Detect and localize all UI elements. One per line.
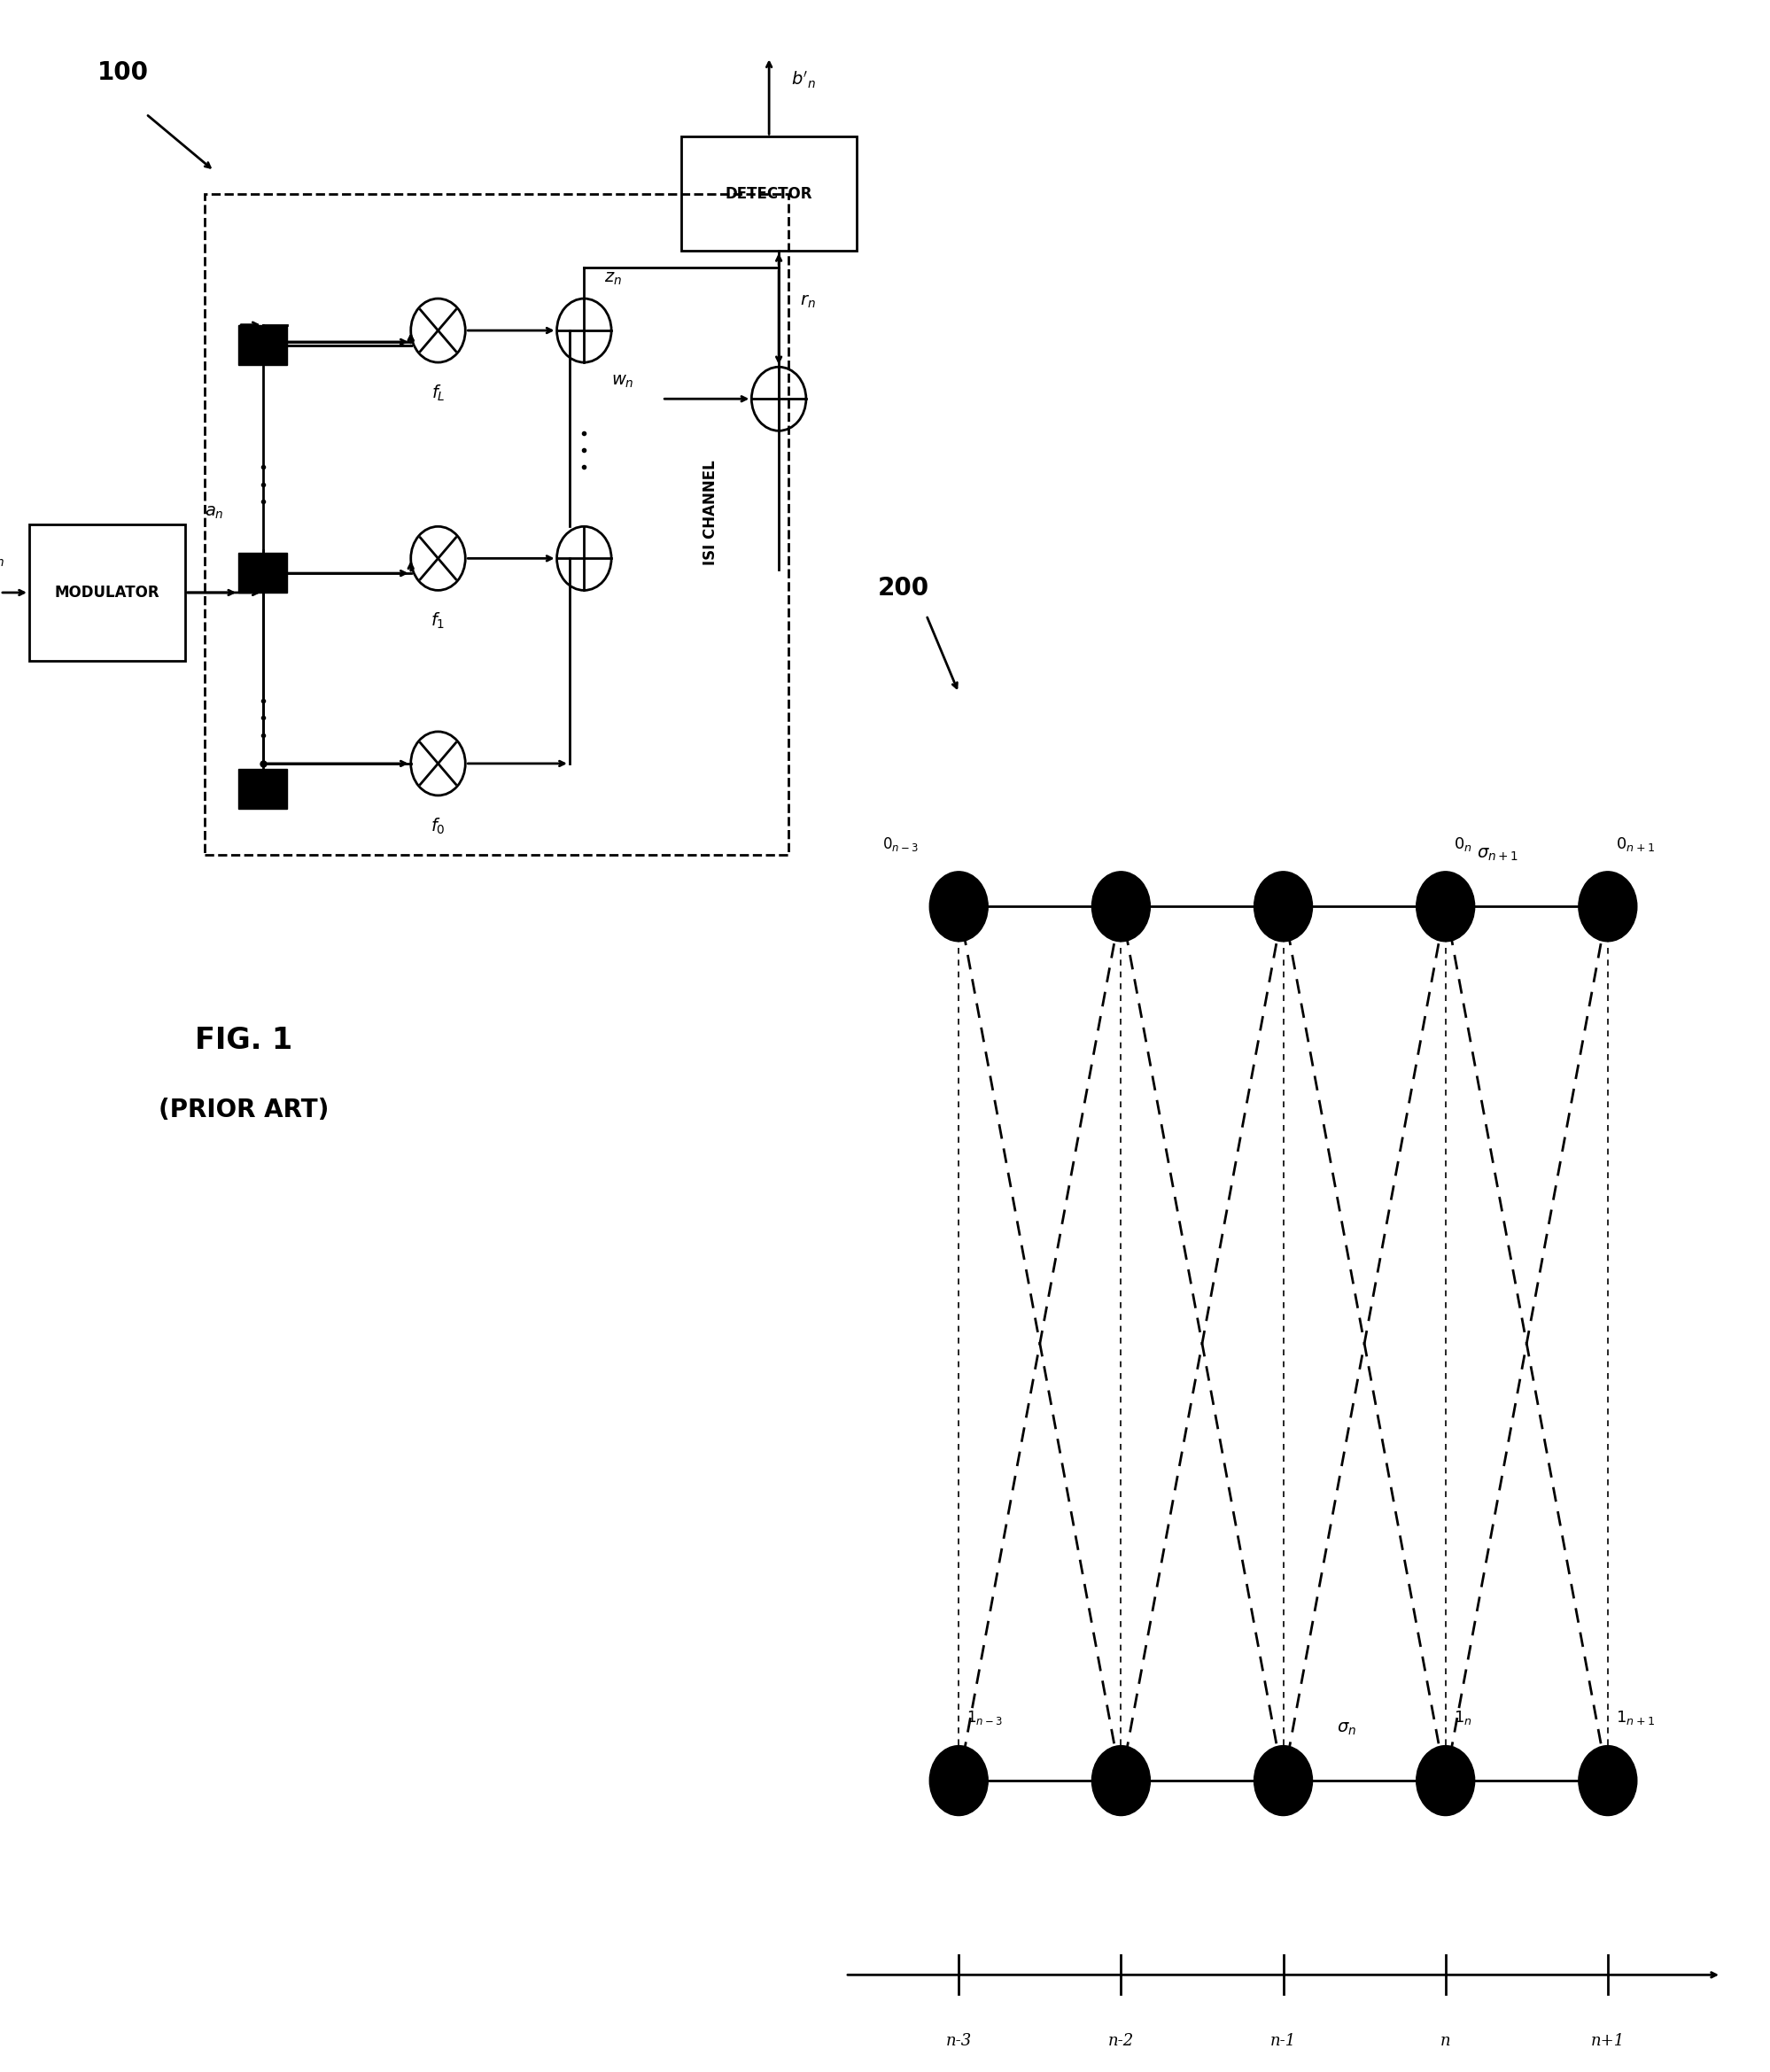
Circle shape bbox=[1253, 872, 1313, 941]
Text: $1_n$: $1_n$ bbox=[1453, 1709, 1473, 1726]
Circle shape bbox=[929, 1745, 988, 1815]
Circle shape bbox=[1253, 1745, 1313, 1815]
Circle shape bbox=[1416, 1745, 1474, 1815]
Text: DETECTOR: DETECTOR bbox=[726, 186, 812, 201]
Circle shape bbox=[1092, 872, 1150, 941]
Text: n-1: n-1 bbox=[1271, 2033, 1296, 2049]
Text: n+1: n+1 bbox=[1591, 2033, 1625, 2049]
Text: FIG. 1: FIG. 1 bbox=[195, 1026, 292, 1055]
Text: $0_n$: $0_n$ bbox=[1453, 835, 1473, 854]
Bar bbox=[239, 769, 287, 810]
Circle shape bbox=[1579, 872, 1637, 941]
Text: $r_n$: $r_n$ bbox=[800, 294, 816, 311]
Text: $f_0$: $f_0$ bbox=[430, 816, 446, 837]
Circle shape bbox=[929, 872, 988, 941]
Text: n-3: n-3 bbox=[945, 2033, 972, 2049]
Text: $1_{n-3}$: $1_{n-3}$ bbox=[966, 1709, 1004, 1726]
Text: $z_n$: $z_n$ bbox=[604, 271, 623, 288]
Text: $0_{n+1}$: $0_{n+1}$ bbox=[1616, 835, 1655, 854]
Text: $a_n$: $a_n$ bbox=[205, 506, 223, 520]
Text: ISI CHANNEL: ISI CHANNEL bbox=[703, 460, 719, 566]
Text: n-2: n-2 bbox=[1108, 2033, 1135, 2049]
Bar bbox=[205, 195, 789, 856]
Bar bbox=[681, 137, 857, 251]
Circle shape bbox=[1092, 1745, 1150, 1815]
Circle shape bbox=[1416, 872, 1474, 941]
Text: $b'_n$: $b'_n$ bbox=[791, 70, 816, 89]
Bar bbox=[30, 524, 186, 661]
Text: 100: 100 bbox=[97, 60, 149, 85]
Text: $w_n$: $w_n$ bbox=[612, 373, 634, 390]
Text: MODULATOR: MODULATOR bbox=[55, 584, 159, 601]
Circle shape bbox=[1579, 1745, 1637, 1815]
Text: 200: 200 bbox=[878, 576, 929, 601]
Text: $\sigma_{n+1}$: $\sigma_{n+1}$ bbox=[1476, 847, 1519, 862]
Text: $f_1$: $f_1$ bbox=[430, 611, 446, 632]
Text: $f_L$: $f_L$ bbox=[432, 383, 444, 404]
Bar bbox=[239, 325, 287, 365]
Text: $\sigma_n$: $\sigma_n$ bbox=[1336, 1720, 1356, 1736]
Bar bbox=[239, 553, 287, 593]
Text: (PRIOR ART): (PRIOR ART) bbox=[158, 1098, 329, 1123]
Text: n: n bbox=[1441, 2033, 1451, 2049]
Text: $b_n$: $b_n$ bbox=[0, 549, 5, 568]
Text: $1_{n+1}$: $1_{n+1}$ bbox=[1616, 1709, 1655, 1726]
Text: $0_{n-3}$: $0_{n-3}$ bbox=[881, 835, 919, 854]
